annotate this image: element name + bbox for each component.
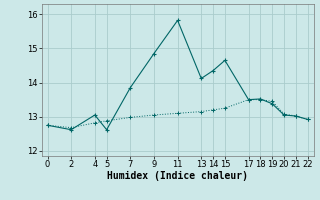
X-axis label: Humidex (Indice chaleur): Humidex (Indice chaleur) bbox=[107, 171, 248, 181]
